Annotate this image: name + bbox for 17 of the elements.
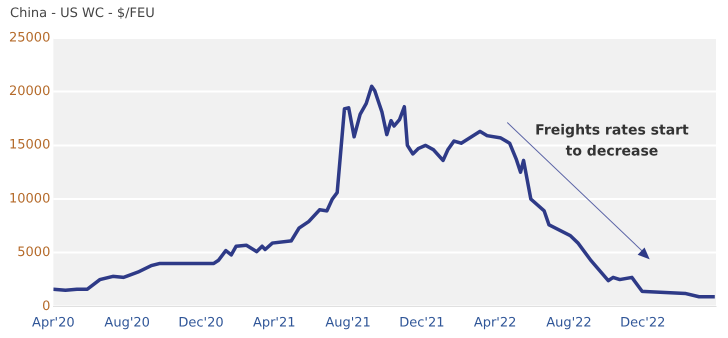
x-tick-label: Apr'20 [32,316,75,331]
x-tick-label: Aug'20 [104,316,150,331]
x-tick-label: Dec'21 [399,316,445,331]
x-tick-label: Aug'21 [325,316,371,331]
x-tick-label: Apr'22 [474,316,516,331]
x-tick-label: Dec'22 [620,316,666,331]
chart-title: China - US WC - $/FEU [10,6,155,21]
x-tick-label: Aug'22 [546,316,592,331]
x-tick-label: Dec'20 [178,316,224,331]
y-tick-label: 15000 [8,138,50,153]
y-tick-label: 10000 [8,191,50,206]
y-tick-label: 0 [42,298,50,314]
y-tick-label: 25000 [8,30,50,46]
y-tick-label: 5000 [17,245,50,260]
y-tick-label: 20000 [8,84,50,100]
annotation: Freights rates start to decrease [535,122,690,160]
x-tick-label: Apr'21 [252,316,296,331]
